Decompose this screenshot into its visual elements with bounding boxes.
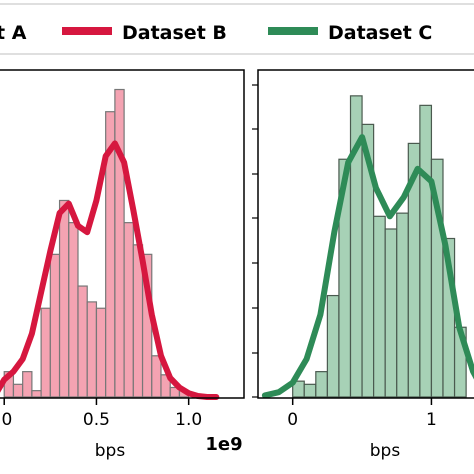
offset-text-dataset-b: 1e9	[205, 434, 242, 455]
hist-bar-dataset-b-5	[49, 253, 61, 398]
x-tick-label-dataset-b-1: 0.5	[83, 410, 110, 430]
x-tick-label-dataset-c-1: 1	[426, 410, 437, 430]
hist-bar-dataset-c-1	[303, 383, 317, 398]
hist-bar-dataset-b-7	[68, 222, 79, 398]
legend-frame	[0, 3, 474, 55]
panel-dataset-b: .0 0.5 1.0 bps 1e9	[0, 69, 245, 461]
hist-bar-dataset-c-11	[419, 104, 433, 398]
legend: t A Dataset B Dataset C	[0, 3, 474, 55]
axes-frame-dataset-b	[0, 69, 245, 399]
histogram-bars-dataset-b	[3, 88, 190, 398]
hist-bar-dataset-b-12	[114, 88, 125, 398]
x-ticks-dataset-b: .0 0.5 1.0	[0, 398, 202, 430]
kde-line-dataset-c	[261, 134, 474, 399]
x-tick-label-dataset-b-0: .0	[0, 410, 12, 430]
histogram-bars-dataset-c	[292, 95, 467, 398]
hist-bar-dataset-c-8	[384, 228, 398, 398]
x-tick-label-dataset-b-2: 1.0	[175, 410, 202, 430]
hist-bar-dataset-c-9	[396, 212, 409, 398]
hist-bar-dataset-b-3	[31, 390, 42, 398]
x-axis-label-dataset-b: bps	[95, 441, 126, 461]
hist-bar-dataset-b-2	[22, 371, 33, 398]
hist-bar-dataset-b-9	[86, 301, 98, 398]
legend-label-dataset-b: Dataset B	[122, 22, 227, 44]
legend-label-dataset-a: t A	[0, 22, 27, 44]
hist-bar-dataset-c-2	[315, 371, 328, 398]
hist-bar-dataset-b-4	[40, 307, 51, 398]
x-axis-label-dataset-c: bps	[370, 441, 401, 461]
hist-bar-dataset-b-10	[95, 307, 107, 398]
legend-label-dataset-c: Dataset C	[328, 22, 432, 44]
x-tick-label-dataset-c-0: 0	[287, 410, 298, 430]
axes-frame-dataset-c	[257, 69, 474, 399]
hist-bar-dataset-c-3	[326, 294, 340, 398]
hist-bar-dataset-c-7	[373, 215, 386, 398]
hist-bar-dataset-b-13	[123, 222, 134, 398]
hist-bar-dataset-b-8	[77, 285, 88, 398]
y-ticks-dataset-c	[252, 84, 258, 398]
hist-bar-dataset-b-17	[160, 374, 171, 398]
hist-bar-dataset-b-1	[12, 383, 24, 398]
hist-bar-dataset-b-16	[151, 355, 162, 398]
kde-line-dataset-b	[0, 140, 220, 400]
hist-bar-dataset-b-6	[58, 199, 70, 398]
